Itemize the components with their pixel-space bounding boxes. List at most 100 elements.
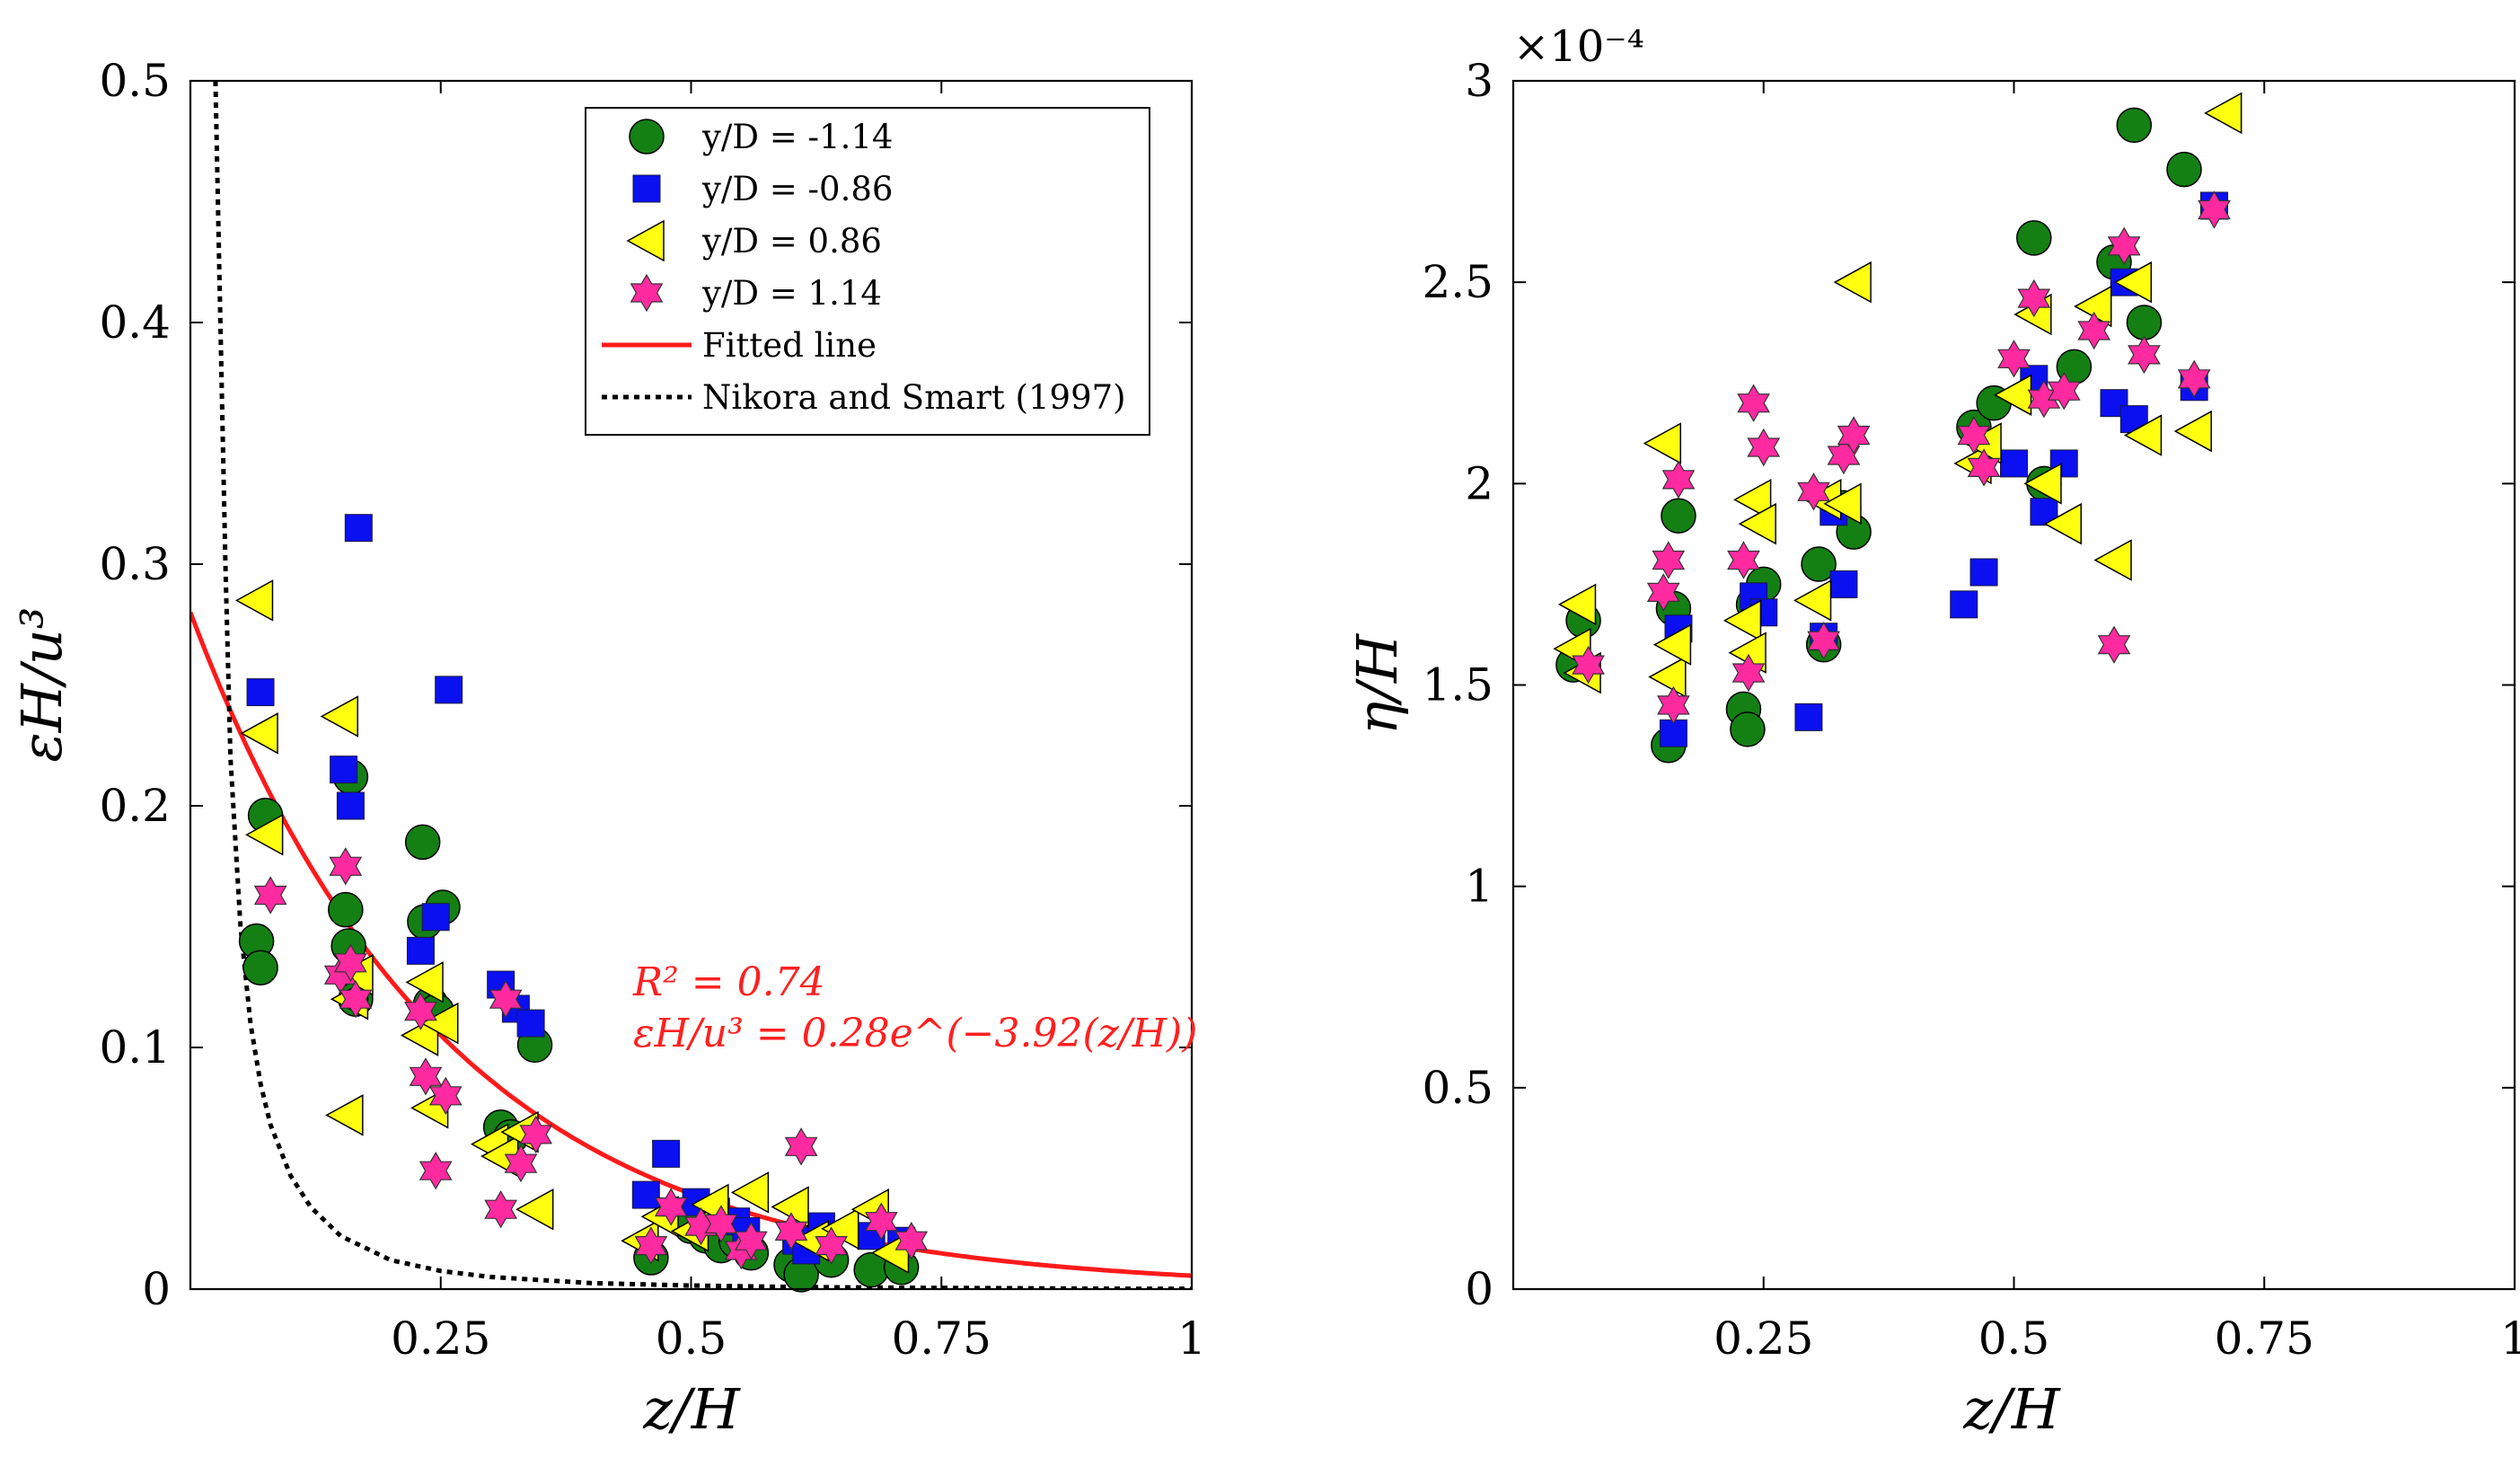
right-point-triangle xyxy=(2093,539,2132,581)
left-x-tick-label: 0.5 xyxy=(656,1312,727,1365)
left-point-star xyxy=(735,1222,768,1260)
right-point-triangle xyxy=(1723,599,1762,642)
left-point-triangle xyxy=(515,1188,554,1231)
left-point-square xyxy=(516,1009,545,1038)
left-point-star xyxy=(253,876,287,915)
right-y-tick-label: 0.5 xyxy=(1422,1062,1493,1114)
right-point-triangle xyxy=(2043,502,2082,545)
left-point-square xyxy=(421,903,450,932)
right-point-star xyxy=(2128,335,2161,375)
left-point-square xyxy=(330,756,358,784)
left-y-axis-label: εH/u³ xyxy=(9,606,75,762)
left-y-tick-label: 0.5 xyxy=(99,55,171,107)
left-point-square xyxy=(652,1139,681,1168)
left-point-triangle xyxy=(234,579,274,622)
left-x-tick-label: 0.25 xyxy=(391,1312,490,1365)
right-point-star xyxy=(1727,541,1760,579)
left-point-star xyxy=(894,1222,929,1260)
right-x-tick-label: 0.75 xyxy=(2215,1312,2314,1365)
right-point-triangle xyxy=(1833,261,1872,304)
right-point-triangle xyxy=(1793,579,1832,622)
left-y-tick-label: 0 xyxy=(142,1263,171,1315)
right-point-triangle xyxy=(1738,502,1776,545)
right-y-axis-label: η/H xyxy=(1344,632,1410,735)
left-point-triangle xyxy=(245,814,284,856)
left-point-star xyxy=(428,1076,463,1115)
left-ticks: 0.25 0.5 0.75 1 0 0.1 0.2 0.3 0.4 0.5 xyxy=(99,55,1205,1365)
right-point-triangle xyxy=(2113,261,2153,304)
nikora-smart-curve xyxy=(213,81,1192,1289)
right-x-tick-label: 1 xyxy=(2500,1312,2520,1365)
left-y-tick-label: 0.4 xyxy=(99,296,171,349)
legend-label-5: Fitted line xyxy=(702,326,877,365)
right-panel: 0.25 0.5 0.75 1 0 0.5 1 1.5 2 2.5 3 ×10⁻⁴ z/H η/H xyxy=(1344,22,2520,1442)
right-point-star xyxy=(1652,541,1686,579)
legend-label-1: y/D = -1.14 xyxy=(701,118,893,156)
right-y-tick-label: 1 xyxy=(1465,861,1493,913)
left-panel: 0.25 0.5 0.75 1 0 0.1 0.2 0.3 0.4 0.5 z/H εH/u³ y… xyxy=(9,55,1206,1442)
right-point-star xyxy=(1646,573,1680,612)
right-y-tick-label: 2 xyxy=(1465,457,1493,509)
fit-equation-annotation: εH/u³ = 0.28e^(−3.92(z/H)) xyxy=(633,1011,1197,1056)
right-point-star xyxy=(1957,416,1991,455)
legend-label-6: Nikora and Smart (1997) xyxy=(702,378,1126,417)
legend-box xyxy=(585,107,1150,436)
left-x-tick-label: 0.75 xyxy=(892,1312,991,1365)
left-y-tick-label: 0.2 xyxy=(99,780,171,832)
left-point-star xyxy=(704,1205,738,1243)
right-point-circle xyxy=(1730,711,1766,747)
right-ticks: 0.25 0.5 0.75 1 0 0.5 1 1.5 2 2.5 3 xyxy=(1422,55,2520,1365)
left-point-star xyxy=(864,1202,898,1241)
right-x-tick-label: 0.25 xyxy=(1714,1312,1813,1365)
left-point-triangle xyxy=(240,712,278,755)
right-point-circle xyxy=(1661,498,1696,534)
left-point-square xyxy=(336,791,365,820)
legend-label-2: y/D = -0.86 xyxy=(701,170,893,208)
right-point-square xyxy=(2119,405,2148,434)
right-x-tick-label: 0.5 xyxy=(1978,1312,2050,1365)
left-point-triangle xyxy=(320,695,358,738)
right-point-star xyxy=(1807,622,1841,660)
right-point-star xyxy=(1657,685,1690,725)
right-point-star xyxy=(1967,448,2001,487)
left-point-star xyxy=(489,980,523,1019)
right-point-star xyxy=(2107,226,2141,265)
left-point-star xyxy=(654,1188,688,1226)
right-y-tick-label: 2.5 xyxy=(1422,256,1493,308)
right-point-star xyxy=(2198,190,2231,229)
left-point-triangle xyxy=(420,1002,459,1045)
left-point-star xyxy=(334,943,367,982)
right-point-triangle xyxy=(2123,414,2163,456)
left-point-star xyxy=(774,1212,808,1250)
right-point-star xyxy=(2077,311,2111,350)
legend-label-4: y/D = 1.14 xyxy=(701,274,882,313)
right-point-circle xyxy=(2116,107,2153,144)
left-point-square xyxy=(344,514,373,543)
right-point-triangle xyxy=(1652,623,1692,666)
right-point-triangle xyxy=(1733,478,1772,521)
left-y-tick-label: 0.1 xyxy=(99,1021,171,1074)
right-point-triangle xyxy=(1557,583,1597,626)
left-point-star xyxy=(634,1226,668,1265)
right-point-square xyxy=(1794,702,1823,731)
left-point-square xyxy=(246,678,275,707)
right-point-star xyxy=(1837,416,1871,455)
left-point-star xyxy=(815,1226,848,1265)
right-point-triangle xyxy=(1823,482,1862,526)
right-points xyxy=(1553,92,2242,764)
left-points xyxy=(234,514,929,1293)
r-squared-annotation: R² = 0.74 xyxy=(632,959,825,1005)
left-point-circle xyxy=(404,824,441,861)
left-point-triangle xyxy=(730,1171,770,1214)
left-point-triangle xyxy=(325,1094,364,1136)
right-y-tick-label: 1.5 xyxy=(1422,659,1493,711)
left-point-star xyxy=(484,1189,518,1229)
legend-markers xyxy=(602,119,692,400)
left-point-circle xyxy=(242,950,278,985)
right-point-circle xyxy=(2126,305,2163,340)
right-point-star xyxy=(1731,653,1766,693)
left-point-circle xyxy=(328,891,364,928)
left-point-star xyxy=(404,992,437,1030)
right-point-square xyxy=(1969,558,1998,587)
right-point-triangle xyxy=(1648,656,1687,698)
